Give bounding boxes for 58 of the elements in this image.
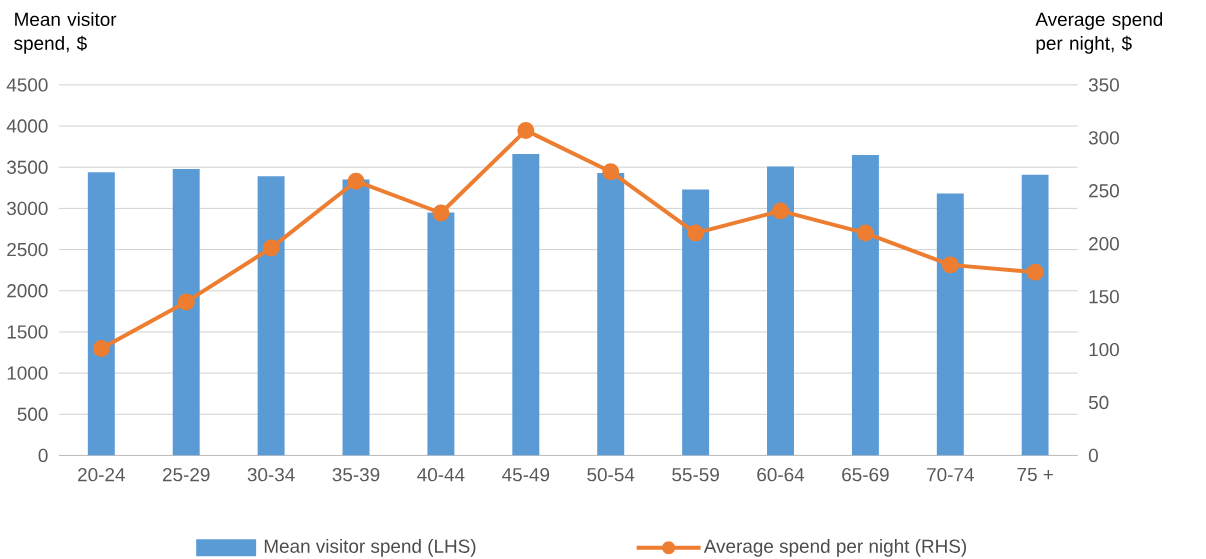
point xyxy=(1026,263,1044,281)
point xyxy=(941,256,959,274)
y2-tick-label: 250 xyxy=(1089,183,1119,198)
x-tick-label: 35-39 xyxy=(332,467,380,482)
point xyxy=(602,163,620,181)
point xyxy=(517,121,535,139)
x-tick-label: 40-44 xyxy=(417,467,465,482)
bar xyxy=(257,176,285,456)
x-tick-label: 25-29 xyxy=(162,467,210,482)
bar xyxy=(427,212,455,456)
bar xyxy=(1021,174,1049,456)
x-tick-label: 30-34 xyxy=(247,467,295,482)
bar xyxy=(512,153,540,456)
y-tick-label: 2000 xyxy=(7,283,48,298)
y-tick-label: 3000 xyxy=(7,201,48,215)
bar xyxy=(342,179,370,456)
legend-label: Average spend per night (RHS) xyxy=(703,538,967,557)
point xyxy=(687,224,705,242)
bar xyxy=(767,166,794,456)
y-tick-label: 2500 xyxy=(7,242,48,257)
y2-tick-label: 300 xyxy=(1088,130,1119,145)
point xyxy=(347,172,365,190)
point xyxy=(432,204,450,222)
y2-tick-label: 50 xyxy=(1088,395,1109,410)
x-tick-label: 45-49 xyxy=(502,467,550,482)
point xyxy=(177,293,195,311)
x-tick-label: 20-24 xyxy=(78,467,125,482)
x-tick-label: 55-59 xyxy=(672,467,719,482)
point xyxy=(262,239,280,257)
point xyxy=(92,339,110,357)
x-tick-label: 70-74 xyxy=(927,467,974,482)
y2-tick-label: 200 xyxy=(1089,236,1119,251)
y-tick-label: 500 xyxy=(17,407,48,421)
y-tick-label: 0 xyxy=(38,448,48,462)
x-tick-label: 60-64 xyxy=(757,467,805,482)
bar xyxy=(936,193,964,456)
bar xyxy=(597,172,625,456)
legend-label: Mean visitor spend (LHS) xyxy=(264,538,476,557)
y-tick-label: 1500 xyxy=(7,325,48,339)
y-tick-label: 3500 xyxy=(7,160,48,174)
bar xyxy=(682,189,710,456)
y2-tick-label: 350 xyxy=(1088,78,1119,92)
x-tick-label: 75 + xyxy=(1017,467,1053,481)
x-tick-label: 65-69 xyxy=(842,467,889,482)
y2-tick-label: 150 xyxy=(1089,289,1119,304)
y-tick-label: 4000 xyxy=(6,119,48,133)
x-tick-label: 50-54 xyxy=(587,467,635,482)
y-tick-label: 4500 xyxy=(6,78,48,92)
point xyxy=(772,202,790,220)
y2-tick-label: 0 xyxy=(1088,448,1098,462)
bar xyxy=(87,172,115,456)
bar xyxy=(172,168,200,456)
y-tick-label: 1000 xyxy=(7,366,48,380)
bar xyxy=(851,154,879,456)
y2-tick-label: 100 xyxy=(1089,342,1119,357)
y-axis-title: Mean visitor spend, $ xyxy=(14,12,117,54)
y2-axis-title: Average spend per night, $ xyxy=(1035,12,1163,54)
point xyxy=(856,224,874,242)
